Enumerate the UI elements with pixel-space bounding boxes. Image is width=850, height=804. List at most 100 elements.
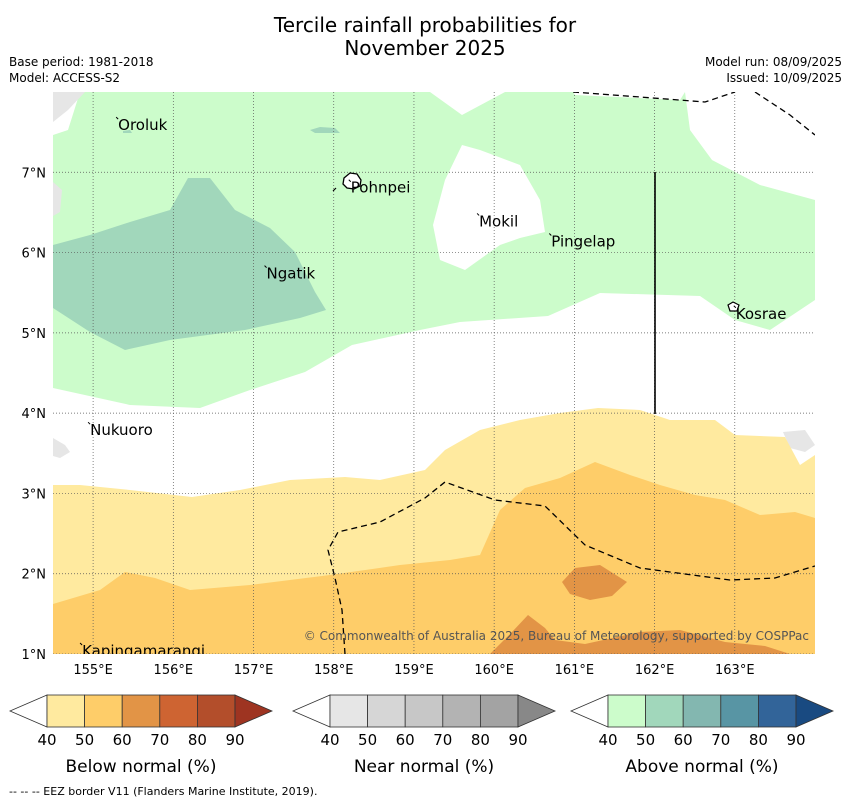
place-marker bbox=[115, 116, 119, 120]
colorbar-swatch bbox=[159, 694, 198, 728]
meta-left: Base period: 1981-2018 Model: ACCESS-S2 bbox=[9, 54, 154, 86]
place-label-mokil: Mokil bbox=[479, 212, 518, 230]
lat-tick-label: 3°N bbox=[22, 487, 47, 502]
white-gap-mokil bbox=[433, 145, 545, 270]
below-normal-50-60-region bbox=[53, 462, 815, 654]
colorbar-swatch bbox=[46, 694, 85, 728]
place-label-nukuoro: Nukuoro bbox=[90, 421, 153, 439]
near-normal-patch-west bbox=[53, 182, 62, 216]
probability-field: Oroluk Pohnpei Mokil Pingelap Ngatik Kosrae Nu… bbox=[53, 92, 815, 660]
colorbar-tick-label: 90 bbox=[225, 731, 244, 749]
place-marker bbox=[476, 213, 480, 216]
colorbar-swatch bbox=[84, 694, 123, 728]
colorbar-swatch bbox=[682, 694, 722, 728]
place-label-kosrae: Kosrae bbox=[736, 305, 787, 323]
map-title: Tercile rainfall probabilities for Novem… bbox=[0, 14, 850, 60]
colorbar-title: Below normal (%) bbox=[66, 757, 217, 777]
model-name: Model: ACCESS-S2 bbox=[9, 71, 121, 85]
colorbar-lower-triangle bbox=[8, 694, 48, 728]
above-normal-50-60-region bbox=[53, 178, 326, 350]
colorbar-tick-label: 40 bbox=[320, 731, 339, 749]
colorbar-lower-triangle bbox=[569, 694, 609, 728]
title-line-2: November 2025 bbox=[344, 36, 506, 60]
above-normal-tiny-patch bbox=[310, 127, 340, 133]
title-line-1: Tercile rainfall probabilities for bbox=[273, 13, 577, 37]
colorbar-upper-triangle bbox=[795, 694, 835, 728]
lat-tick-label: 6°N bbox=[22, 247, 47, 262]
pohnpei-island-outline bbox=[342, 172, 362, 190]
graticule bbox=[53, 92, 815, 654]
rainfall-map: Oroluk Pohnpei Mokil Pingelap Ngatik Kosrae Nu… bbox=[8, 92, 835, 777]
colorbar-swatch bbox=[329, 694, 368, 728]
colorbar-near: 40 50 60 70 80 90 Near normal (%) bbox=[291, 694, 557, 777]
lon-tick-label: 157°E bbox=[234, 663, 274, 678]
colorbar-tick-label: 70 bbox=[711, 731, 730, 749]
colorbar-swatch bbox=[404, 694, 444, 728]
colorbar-tick-label: 70 bbox=[433, 731, 452, 749]
lon-tick-label: 160°E bbox=[474, 663, 514, 678]
model-run: Model run: 08/09/2025 bbox=[704, 55, 842, 69]
lon-tick-label: 163°E bbox=[715, 663, 755, 678]
lon-tick-label: 162°E bbox=[635, 663, 675, 678]
colorbar-below: 40 50 60 70 80 90 Below normal (%) bbox=[8, 694, 274, 777]
base-period: Base period: 1981-2018 bbox=[9, 55, 154, 69]
colorbar-upper-triangle bbox=[517, 694, 557, 728]
lat-tick-label: 2°N bbox=[22, 568, 47, 583]
colorbar-lower-triangle bbox=[291, 694, 331, 728]
colorbar-swatch bbox=[479, 694, 519, 728]
colorbar-tick-label: 40 bbox=[598, 731, 617, 749]
colorbar-tick-label: 90 bbox=[786, 731, 805, 749]
near-normal-patch-sw bbox=[53, 438, 70, 458]
colorbar-legends: 40 50 60 70 80 90 Below normal (%) 40 50 60 70 80 90… bbox=[8, 694, 835, 777]
colorbar-tick-label: 50 bbox=[358, 731, 377, 749]
eez-footer-note: -- -- -- EEZ border V11 (Flanders Marine… bbox=[9, 785, 318, 798]
place-marker bbox=[79, 642, 83, 646]
lat-tick-label: 4°N bbox=[22, 407, 47, 422]
colorbar-swatch bbox=[645, 694, 684, 728]
colorbar-swatch bbox=[442, 694, 481, 728]
colorbar-tick-label: 80 bbox=[471, 731, 490, 749]
colorbar-swatch bbox=[720, 694, 759, 728]
lon-tick-label: 161°E bbox=[555, 663, 595, 678]
eez-border-north bbox=[572, 92, 815, 136]
lon-tick-label: 156°E bbox=[154, 663, 194, 678]
colorbar-tick-label: 50 bbox=[636, 731, 655, 749]
place-marker bbox=[348, 179, 352, 183]
colorbar-swatch bbox=[758, 694, 797, 728]
colorbar-swatch bbox=[196, 694, 236, 728]
issued-date: Issued: 10/09/2025 bbox=[726, 71, 842, 85]
colorbar-swatch bbox=[367, 694, 406, 728]
colorbar-swatch bbox=[121, 694, 161, 728]
place-labels: Oroluk Pohnpei Mokil Pingelap Ngatik Kosrae Nu… bbox=[79, 116, 787, 660]
place-label-pohnpei: Pohnpei bbox=[351, 179, 411, 197]
lat-tick-label: 1°N bbox=[22, 648, 47, 663]
lat-tick-label: 5°N bbox=[22, 327, 47, 342]
colorbar-tick-label: 70 bbox=[150, 731, 169, 749]
islet-mark bbox=[332, 187, 337, 192]
place-label-pingelap: Pingelap bbox=[551, 233, 615, 251]
place-label-oroluk: Oroluk bbox=[118, 116, 167, 134]
place-label-kapingamarangi: Kapingamarangi bbox=[82, 642, 205, 660]
colorbar-title: Near normal (%) bbox=[354, 757, 494, 777]
colorbar-tick-label: 50 bbox=[75, 731, 94, 749]
place-marker bbox=[264, 265, 267, 268]
eez-border-south bbox=[327, 481, 815, 654]
lon-tick-label: 155°E bbox=[73, 663, 113, 678]
lon-tick-label: 159°E bbox=[394, 663, 434, 678]
colorbar-title: Above normal (%) bbox=[625, 757, 778, 777]
near-normal-patch-se bbox=[783, 430, 815, 452]
above-normal-tiny-patch-2 bbox=[123, 130, 132, 133]
colorbar-swatch bbox=[607, 694, 646, 728]
place-marker bbox=[733, 305, 737, 309]
colorbar-tick-label: 60 bbox=[674, 731, 693, 749]
colorbar-above: 40 50 60 70 80 90 Above normal (%) bbox=[569, 694, 835, 777]
place-marker bbox=[548, 233, 552, 236]
meta-right: Model run: 08/09/2025 Issued: 10/09/2025 bbox=[705, 54, 842, 86]
colorbar-tick-label: 60 bbox=[396, 731, 415, 749]
kosrae-island-outline bbox=[727, 301, 740, 312]
colorbar-tick-label: 60 bbox=[113, 731, 132, 749]
colorbar-tick-label: 90 bbox=[508, 731, 527, 749]
copyright-notice: © Commonwealth of Australia 2025, Bureau… bbox=[304, 629, 809, 643]
lon-tick-label: 158°E bbox=[314, 663, 354, 678]
colorbar-upper-triangle bbox=[234, 694, 274, 728]
